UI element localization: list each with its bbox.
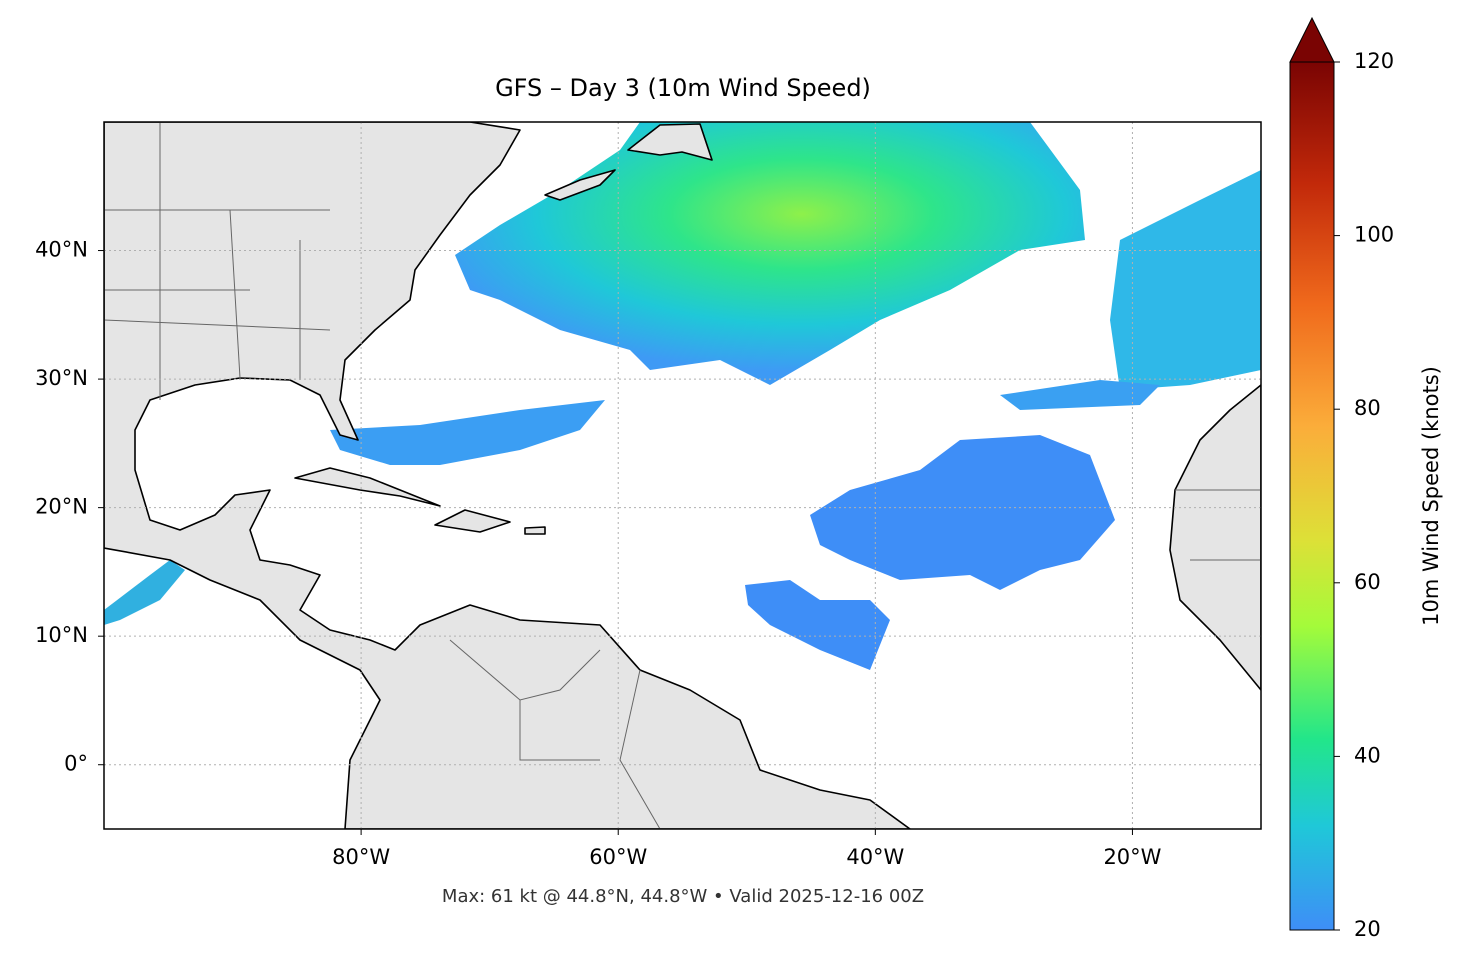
land bbox=[294, 467, 441, 507]
land bbox=[627, 123, 713, 161]
footnote: Max: 61 kt @ 44.8°N, 44.8°W • Valid 2025… bbox=[442, 886, 924, 907]
colorbar-tick-label: 80 bbox=[1354, 396, 1381, 420]
map bbox=[104, 122, 1261, 829]
y-tick-label: 30°N bbox=[35, 366, 88, 390]
border bbox=[104, 122, 1261, 829]
x-tick-label: 60°W bbox=[589, 845, 647, 869]
x-tick-label: 40°W bbox=[846, 845, 904, 869]
colorbar-tick-label: 120 bbox=[1354, 49, 1394, 73]
x-tick-label: 80°W bbox=[332, 845, 390, 869]
wind-field bbox=[330, 400, 605, 465]
colorbar-tick-label: 60 bbox=[1354, 570, 1381, 594]
land bbox=[544, 169, 616, 201]
colorbar-extend bbox=[1289, 16, 1335, 63]
map-frame bbox=[103, 121, 1262, 830]
colorbar-tick-label: 100 bbox=[1354, 223, 1394, 247]
colorbar-tick-label: 40 bbox=[1354, 743, 1381, 767]
wind-field bbox=[810, 435, 1115, 590]
wind-field bbox=[745, 580, 890, 670]
colorbar bbox=[1289, 61, 1335, 931]
land bbox=[434, 509, 511, 533]
land bbox=[104, 122, 911, 829]
x-tick-label: 20°W bbox=[1103, 845, 1161, 869]
wind-field bbox=[1000, 380, 1160, 410]
wind-field bbox=[104, 560, 185, 625]
chart-title: GFS – Day 3 (10m Wind Speed) bbox=[495, 74, 871, 102]
wind-field bbox=[455, 122, 1085, 385]
y-tick-label: 40°N bbox=[35, 238, 88, 262]
colorbar-label: 10m Wind Speed (knots) bbox=[1419, 366, 1443, 626]
y-tick-label: 10°N bbox=[35, 623, 88, 647]
land bbox=[524, 526, 546, 535]
y-tick-label: 20°N bbox=[35, 495, 88, 519]
land bbox=[1169, 384, 1261, 691]
y-tick-label: 0° bbox=[64, 752, 88, 776]
colorbar-tick-label: 20 bbox=[1354, 917, 1381, 941]
wind-field bbox=[1110, 170, 1261, 390]
